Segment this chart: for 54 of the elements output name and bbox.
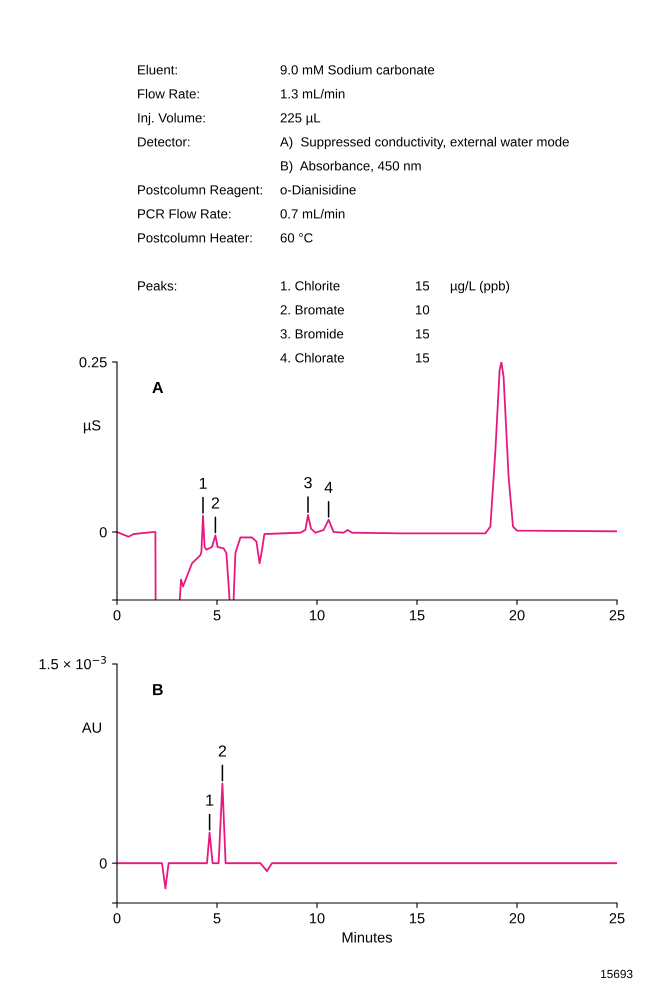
text: 10 — [416, 305, 430, 315]
x-tick-label: 0 — [114, 610, 120, 620]
y-tick-label: 0.25 — [79, 357, 107, 368]
text: Postcolumn Heater: — [138, 232, 252, 243]
text: 3. Bromide — [280, 328, 344, 339]
x-tick-label: 15 — [410, 610, 424, 620]
annotation: A — [152, 382, 164, 393]
annotation: 4. Chlorate — [280, 352, 344, 363]
text: Inj. Volume: — [138, 112, 205, 126]
y-tick-label: 1.5 × 10$^{−3}$ — [40, 656, 106, 670]
text: 0.7 mL/min — [280, 208, 344, 219]
annotation: 4 — [324, 482, 333, 493]
text: o-Dianisidine — [280, 184, 356, 195]
text: µg/L (ppb) — [450, 280, 510, 294]
annotation: 3 — [304, 476, 312, 488]
text: 1.3 mL/min — [281, 88, 344, 99]
annotation: 1 — [206, 794, 214, 806]
text: A) Suppressed conductivity, external water mode — [280, 136, 569, 150]
x-axis-title: Minutes — [342, 932, 392, 943]
text: Eluent: — [138, 64, 177, 75]
x-tick-label: 10 — [310, 610, 325, 620]
x-tick-label: 15 — [410, 913, 424, 924]
x-tick-label: 5 — [214, 610, 220, 620]
text: Postcolumn Reagent: — [138, 184, 262, 198]
annotation: 1 — [200, 478, 207, 489]
y-tick-label: 0 — [100, 858, 107, 869]
text: Detector: — [138, 137, 190, 147]
text: Peaks: — [138, 280, 176, 291]
x-tick-label: 25 — [610, 913, 624, 924]
annotation: B — [153, 684, 163, 696]
text: 60 °C — [280, 233, 313, 243]
x-tick-label: 0 — [114, 913, 120, 924]
y-axis-title: AU — [82, 722, 102, 733]
text: 2. Bromate — [280, 305, 344, 315]
text: Flow Rate: — [138, 88, 199, 99]
annotation: 2 — [212, 497, 220, 509]
y-axis-title: µS — [84, 420, 100, 434]
annotation: 2 — [218, 745, 226, 757]
text: 9.0 mM Sodium carbonate — [280, 64, 434, 75]
y-tick-label: 0 — [100, 527, 107, 538]
annotation: 15 — [416, 353, 430, 363]
text: PCR Flow Rate: — [138, 208, 230, 219]
x-tick-label: 20 — [510, 913, 525, 924]
x-tick-label: 25 — [610, 610, 624, 620]
text: 1. Chlorite — [281, 280, 340, 291]
x-tick-label: 20 — [510, 610, 525, 620]
text: B) Absorbance, 450 nm — [281, 160, 421, 174]
text: 15 — [416, 281, 430, 291]
text: 15693 — [601, 970, 632, 978]
x-tick-label: 10 — [310, 913, 325, 924]
text: 15 — [416, 329, 430, 339]
line-series — [117, 782, 617, 890]
text: 225 µL — [280, 113, 320, 126]
x-tick-label: 5 — [214, 913, 220, 924]
